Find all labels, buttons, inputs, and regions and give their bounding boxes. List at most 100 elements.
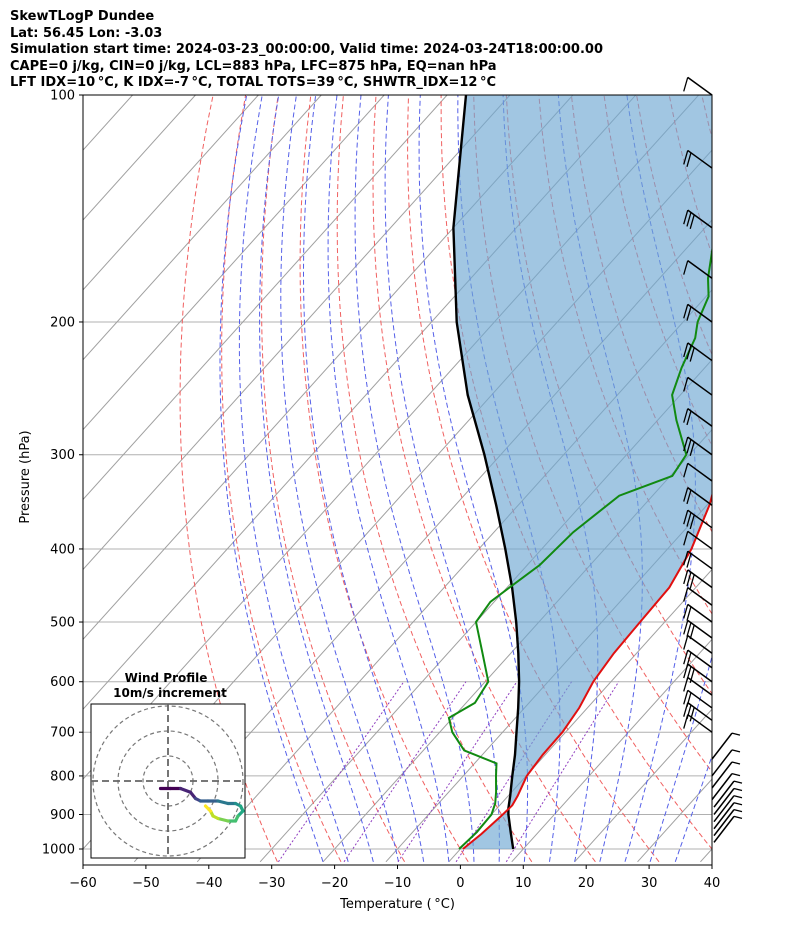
wind-barb-staff xyxy=(713,780,735,808)
wind-barb-flag xyxy=(733,795,743,799)
mixing-ratio-line xyxy=(343,681,467,863)
wind-barb-flag xyxy=(683,690,689,705)
moist-adiabat-line xyxy=(259,95,374,862)
wind-barb-flag xyxy=(686,212,692,227)
wind-barb xyxy=(683,436,713,456)
wind-barb-staff xyxy=(687,486,713,506)
y-tick-label: 800 xyxy=(50,769,75,784)
dry-adiabat-line xyxy=(179,95,278,863)
dry-adiabat-line xyxy=(767,95,794,862)
wind-barb-staff xyxy=(687,619,713,639)
moist-adiabat-line xyxy=(219,95,324,862)
wind-barb-flag xyxy=(683,604,689,619)
wind-barb-staff xyxy=(711,732,733,760)
wind-barb-flag xyxy=(683,569,689,585)
wind-barb-flag xyxy=(683,408,689,423)
wind-barb xyxy=(683,408,713,427)
isotherm-line xyxy=(700,848,712,863)
y-tick-label: 400 xyxy=(50,542,75,557)
wind-barb-staff xyxy=(687,676,713,696)
hodograph-segment xyxy=(178,786,193,794)
chart-title-block: SkewTLogP Dundee Lat: 56.45 Lon: -3.03 S… xyxy=(10,9,603,92)
wind-barb-flag xyxy=(731,772,741,777)
wind-barb xyxy=(683,303,713,323)
wind-barb xyxy=(683,603,713,623)
wind-barb-flag xyxy=(683,260,689,275)
wind-barb-staff xyxy=(711,773,733,801)
x-tick-label: 40 xyxy=(704,876,721,891)
dry-adiabat-line xyxy=(299,95,469,863)
wind-barb-staff xyxy=(687,569,713,589)
wind-barb xyxy=(713,815,743,843)
wind-barb xyxy=(711,772,741,801)
wind-barb-flag xyxy=(683,510,689,525)
wind-barb-staff xyxy=(687,530,713,550)
wind-barb-staff xyxy=(713,802,735,830)
wind-barb-flag xyxy=(686,152,692,167)
wind-barb-flag xyxy=(733,809,743,813)
mixing-ratio-line xyxy=(505,681,620,863)
x-tick-label: 30 xyxy=(641,876,658,891)
moist-adiabat-line xyxy=(280,95,399,862)
wind-barb-staff xyxy=(687,586,713,606)
moist-adiabat-line xyxy=(649,654,712,862)
wind-barb xyxy=(683,509,713,530)
time-line: Simulation start time: 2024-03-23_00:00:… xyxy=(10,42,603,57)
hodograph-segment xyxy=(216,799,230,806)
isotherm-line xyxy=(448,568,712,863)
wind-barb xyxy=(683,149,713,169)
cape-line: CAPE=0 j/kg, CIN=0 j/kg, LCL=883 hPa, LF… xyxy=(10,58,497,74)
wind-barb-staff xyxy=(687,649,713,669)
isotherm-line xyxy=(83,95,511,571)
x-tick-label: 10 xyxy=(515,876,532,891)
wind-barb-flag xyxy=(686,410,692,426)
wind-barb-flag xyxy=(683,702,689,717)
wind-barb-flag xyxy=(683,531,689,546)
wind-barb-flag xyxy=(683,209,689,225)
wind-barb-staff xyxy=(711,749,733,777)
wind-barb-flag xyxy=(689,574,695,589)
wind-barb xyxy=(683,486,713,506)
wind-barb-staff xyxy=(687,603,713,623)
hodograph-segment xyxy=(216,816,230,823)
wind-barb-flag xyxy=(731,749,741,753)
wind-barb xyxy=(711,761,741,789)
wind-barb-staff xyxy=(687,713,713,733)
wind-barb-staff xyxy=(687,550,713,570)
moist-adiabat-line xyxy=(418,95,529,862)
isotherm-line xyxy=(574,708,712,863)
wind-barb xyxy=(713,809,743,837)
dry-adiabat-line xyxy=(261,95,406,863)
wind-barb xyxy=(711,732,741,760)
x-axis-label: Temperature ( °C) xyxy=(339,897,455,912)
wind-barb-flag xyxy=(683,377,689,392)
dewpoint-profile-line xyxy=(447,246,712,850)
wind-barb-staff xyxy=(711,761,733,789)
wind-barb-staff xyxy=(687,663,713,683)
y-axis-label: Pressure (hPa) xyxy=(18,430,33,523)
wind-barb xyxy=(683,342,713,362)
wind-barb-flag xyxy=(683,587,689,602)
wind-barb-staff xyxy=(687,376,713,396)
wind-barb xyxy=(683,586,713,606)
x-tick-label: −30 xyxy=(258,876,285,891)
x-tick-label: 0 xyxy=(456,876,464,891)
wind-barb-flag xyxy=(683,663,689,679)
moist-adiabat-line xyxy=(238,95,349,862)
y-tick-label: 1000 xyxy=(42,843,75,858)
wind-barb-flag xyxy=(731,761,741,765)
x-tick-label: 20 xyxy=(578,876,595,891)
wind-barb-flag xyxy=(686,345,692,360)
wind-barb xyxy=(683,619,713,640)
wind-barb-flag xyxy=(686,572,692,587)
temperature-profile-line xyxy=(462,492,712,850)
wind-barb-flag xyxy=(733,787,743,792)
wind-barb-flag xyxy=(683,677,689,692)
moist-adiabat-line xyxy=(674,754,712,862)
wind-barb-staff xyxy=(713,815,735,843)
dry-adiabat-line xyxy=(372,95,596,863)
wind-barb-flag xyxy=(689,441,695,456)
isotherm-line xyxy=(763,95,794,862)
wind-barb xyxy=(683,530,713,550)
wind-barb-flag xyxy=(689,707,695,722)
